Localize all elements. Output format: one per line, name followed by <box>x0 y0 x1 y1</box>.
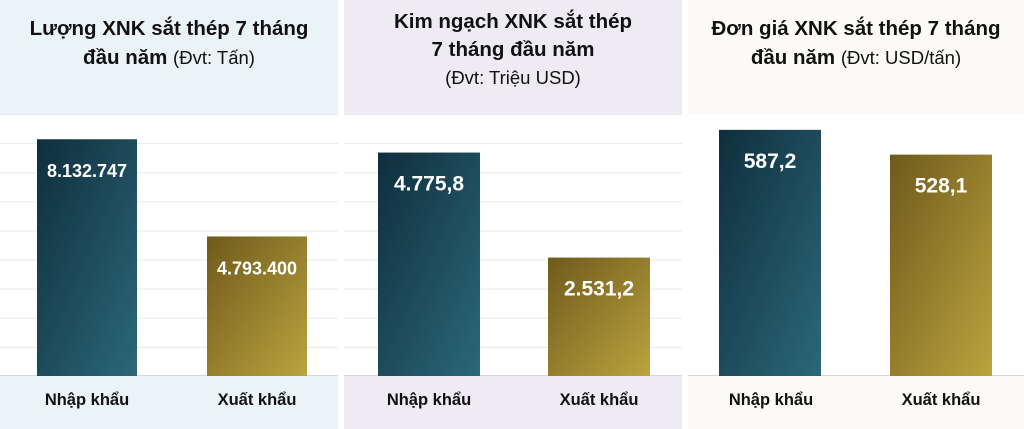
x-tick-label: Nhập khẩu <box>386 391 472 409</box>
bar-import <box>378 152 480 376</box>
data-label: 528,1 <box>915 175 968 198</box>
chart-title-line-2: đầu năm <box>750 46 836 69</box>
chart-title-line-1: Đơn giá XNK sắt thép 7 tháng <box>711 17 1001 40</box>
chart-panel-value: Kim ngạch XNK sắt thép 7 tháng đầu năm (… <box>344 0 682 429</box>
chart-panel-volume: Lượng XNK sắt thép 7 tháng đầu năm (Đvt:… <box>0 0 338 429</box>
bar-chart-svg: 8.132.747 4.793.400 <box>0 114 338 376</box>
chart-title: Đơn giá XNK sắt thép 7 tháng đầu năm (Đv… <box>688 14 1024 72</box>
x-tick-label: Xuất khẩu <box>901 391 981 409</box>
plot-area: 4.775,8 2.531,2 <box>344 114 682 376</box>
x-tick-label: Xuất khẩu <box>559 391 639 409</box>
chart-unit: (Đvt: Tấn) <box>173 47 255 68</box>
plot-area: 8.132.747 4.793.400 <box>0 114 338 376</box>
bar-import <box>719 129 821 376</box>
data-label: 2.531,2 <box>564 278 634 301</box>
plot-area: 587,2 528,1 <box>688 114 1024 376</box>
bar-import <box>37 139 137 376</box>
data-label: 4.793.400 <box>217 258 297 278</box>
x-tick-label: Nhập khẩu <box>44 391 130 409</box>
bar-export <box>548 257 650 376</box>
data-label: 587,2 <box>744 150 797 173</box>
chart-title-line-2: đầu năm <box>83 46 168 69</box>
x-tick-label: Nhập khẩu <box>728 391 814 409</box>
chart-title-line-1: Kim ngạch XNK sắt thép <box>393 10 633 33</box>
chart-title: Lượng XNK sắt thép 7 tháng đầu năm (Đvt:… <box>0 14 338 72</box>
bar-chart-svg: 587,2 528,1 <box>688 129 1024 376</box>
chart-title: Kim ngạch XNK sắt thép 7 tháng đầu năm (… <box>344 8 682 92</box>
chart-unit: (Đvt: USD/tấn) <box>840 47 962 68</box>
bar-chart-svg: 4.775,8 2.531,2 <box>344 114 682 376</box>
chart-unit: (Đvt: Triệu USD) <box>445 67 581 88</box>
chart-title-line-1: Lượng XNK sắt thép 7 tháng <box>29 17 309 40</box>
x-tick-label: Xuất khẩu <box>217 391 297 409</box>
chart-panel-unit-price: Đơn giá XNK sắt thép 7 tháng đầu năm (Đv… <box>688 0 1024 429</box>
bar-export <box>890 154 992 376</box>
chart-title-line-2: 7 tháng đầu năm <box>431 38 595 61</box>
data-label: 8.132.747 <box>47 161 127 181</box>
data-label: 4.775,8 <box>394 173 464 196</box>
bar-export <box>207 236 307 376</box>
